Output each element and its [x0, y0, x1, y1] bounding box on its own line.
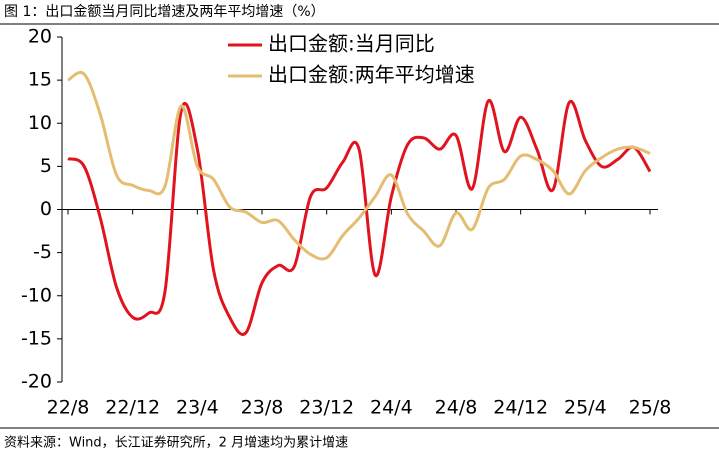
legend-label: 出口金额:两年平均增速 — [268, 63, 475, 87]
y-tick-label: 10 — [28, 112, 52, 134]
x-tick-label: 22/12 — [105, 397, 160, 419]
y-tick-label: -10 — [21, 284, 52, 306]
x-tick-label: 24/12 — [493, 397, 548, 419]
y-tick-label: -20 — [21, 371, 52, 393]
source: 资料来源：Wind，长江证券研究所，2 月增速均为累计增速 — [4, 435, 348, 451]
x-tick-label: 23/8 — [241, 397, 284, 419]
x-tick-label: 24/4 — [370, 397, 413, 419]
series-line — [67, 70, 651, 261]
x-tick-label: 23/4 — [176, 397, 219, 419]
x-tick-label: 22/8 — [47, 397, 90, 419]
x-tick-label: 23/12 — [299, 397, 354, 419]
legend-label: 出口金额:当月同比 — [268, 32, 435, 56]
x-tick-label: 25/8 — [629, 397, 672, 419]
x-tick-label: 25/4 — [564, 397, 607, 419]
y-tick-label: 0 — [40, 198, 52, 220]
x-tick-label: 24/8 — [435, 397, 478, 419]
y-tick-label: -15 — [21, 327, 52, 349]
y-tick-label: 15 — [28, 69, 52, 91]
series-line — [67, 99, 652, 336]
y-tick-label: -5 — [33, 241, 52, 263]
chart-title: 图 1：出口金额当月同比增速及两年平均增速（%） — [4, 4, 325, 20]
y-tick-label: 20 — [28, 26, 52, 48]
y-tick-label: 5 — [40, 155, 52, 177]
